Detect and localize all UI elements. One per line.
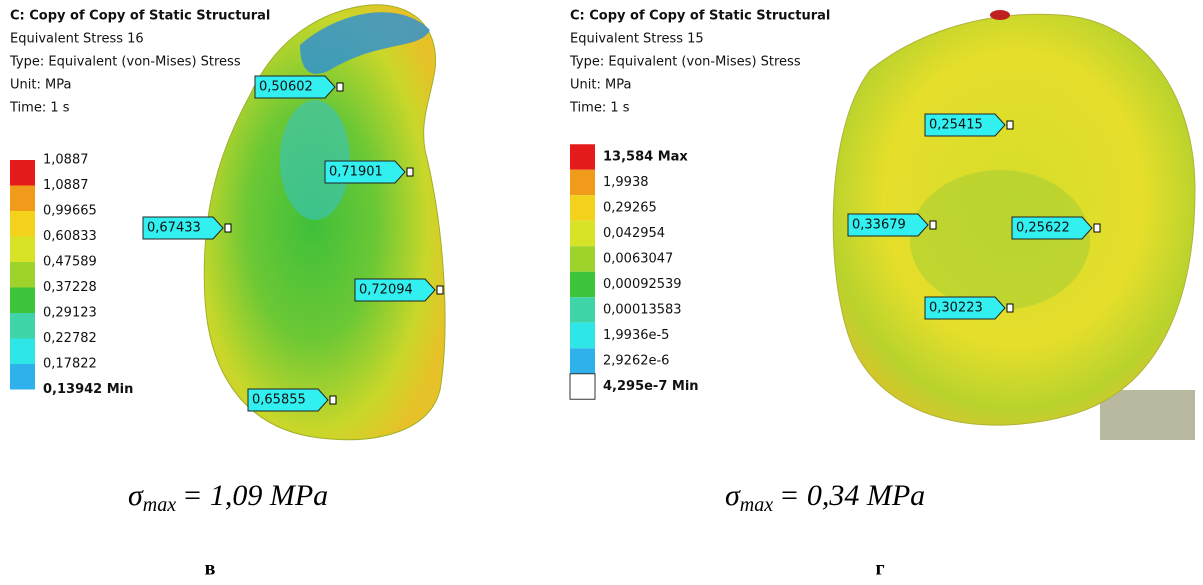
header-unit: Unit: MPa	[10, 78, 71, 93]
legend-label: 0,60833	[43, 229, 97, 244]
probe-label: 0,72094	[359, 283, 413, 298]
legend-swatch	[10, 211, 35, 237]
legend-swatch	[10, 287, 35, 313]
legend-swatch	[570, 348, 595, 374]
legend-label: 0,37228	[43, 280, 97, 295]
panel-letter: в	[205, 558, 216, 580]
probe-box	[142, 216, 224, 240]
legend-label: 0,17822	[43, 357, 97, 372]
probe-label: 0,67433	[147, 221, 201, 236]
probe-label: 0,30223	[929, 301, 983, 316]
legend-label: 1,0887	[43, 178, 89, 193]
probe-label: 0,25622	[1016, 221, 1070, 236]
model-stem	[1100, 390, 1195, 440]
panel-letter: г	[875, 558, 884, 580]
legend-swatch	[10, 160, 35, 186]
legend-label: 1,9938	[603, 175, 649, 190]
probe-pin	[224, 223, 232, 233]
probe-box	[254, 75, 336, 99]
legend-label: 0,13942 Min	[43, 382, 133, 397]
header-time: Time: 1 s	[569, 101, 630, 116]
legend-label: 0,99665	[43, 204, 97, 219]
legend-swatch	[570, 220, 595, 247]
legend-label: 4,295e-7 Min	[603, 379, 699, 394]
model-shape	[203, 4, 446, 441]
probe-box	[247, 388, 329, 412]
legend-label: 13,584 Max	[603, 150, 688, 165]
legend-label: 0,042954	[603, 226, 665, 241]
legend-label: 0,00013583	[603, 303, 682, 318]
probe-pin	[929, 220, 937, 230]
probe-box	[847, 213, 929, 237]
formula: σmax = 1,09 MPa	[128, 479, 328, 516]
legend-swatch	[10, 236, 35, 262]
model-region	[280, 100, 350, 220]
legend-swatch	[10, 364, 35, 390]
legend-label: 0,0063047	[603, 252, 673, 267]
legend-swatch	[10, 185, 35, 211]
probe-pin	[1006, 120, 1014, 130]
legend-label: 0,47589	[43, 255, 97, 270]
probe-label: 0,33679	[852, 218, 906, 233]
header-result: Equivalent Stress 15	[570, 32, 704, 47]
legend-swatch	[570, 195, 595, 221]
header-type: Type: Equivalent (von-Mises) Stress	[9, 55, 241, 70]
probe-box	[324, 160, 406, 184]
probe-box	[924, 113, 1006, 137]
probe-box	[354, 278, 436, 302]
header-unit: Unit: MPa	[570, 78, 631, 93]
legend-label: 0,29265	[603, 201, 657, 216]
header-title: C: Copy of Copy of Static Structural	[570, 9, 830, 24]
legend-label: 1,0887	[43, 153, 89, 168]
header-result: Equivalent Stress 16	[10, 32, 144, 47]
probe-pin	[336, 82, 344, 92]
legend-label: 1,9936e-5	[603, 328, 669, 343]
probe-box	[924, 296, 1006, 320]
probe-box	[1011, 216, 1093, 240]
legend-label: 0,00092539	[603, 277, 682, 292]
legend-swatch	[570, 246, 595, 272]
header-time: Time: 1 s	[9, 101, 70, 116]
probe-pin	[436, 285, 444, 295]
legend-swatch	[570, 271, 595, 298]
probe-label: 0,50602	[259, 80, 313, 95]
model-region	[910, 170, 1090, 310]
legend-swatch	[570, 322, 595, 349]
formula: σmax = 0,34 MPa	[725, 479, 925, 516]
header-title: C: Copy of Copy of Static Structural	[10, 9, 270, 24]
header-type: Type: Equivalent (von-Mises) Stress	[569, 55, 801, 70]
legend-swatch	[10, 338, 35, 364]
legend-swatch	[10, 313, 35, 339]
probe-label: 0,25415	[929, 118, 983, 133]
legend-label: 0,29123	[43, 306, 97, 321]
legend-label: 0,22782	[43, 331, 97, 346]
probe-pin	[329, 395, 337, 405]
legend-swatch	[570, 169, 595, 196]
legend-label: 2,9262e-6	[603, 354, 669, 369]
model-hotspot	[990, 10, 1010, 20]
probe-pin	[1093, 223, 1101, 233]
model-edge	[300, 12, 430, 74]
legend-swatch	[570, 297, 595, 323]
probe-pin	[406, 167, 414, 177]
probe-pin	[1006, 303, 1014, 313]
probe-label: 0,65855	[252, 393, 306, 408]
probe-label: 0,71901	[329, 165, 383, 180]
legend-swatch	[569, 373, 596, 400]
legend-swatch	[570, 144, 595, 170]
legend-swatch	[10, 262, 35, 288]
